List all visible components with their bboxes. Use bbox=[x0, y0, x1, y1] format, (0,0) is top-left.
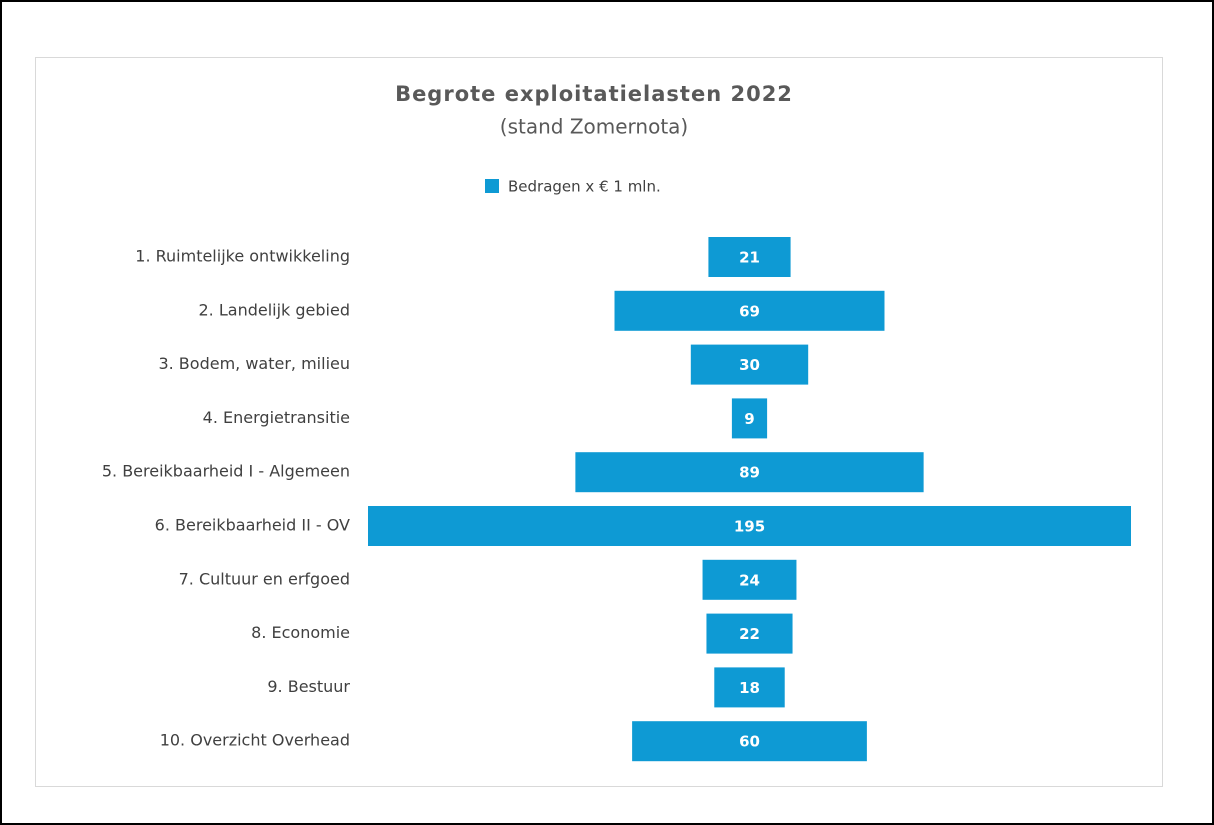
legend-label: Bedragen x € 1 mln. bbox=[508, 178, 661, 196]
bar bbox=[702, 559, 797, 600]
category-label: 3. Bodem, water, milieu bbox=[158, 354, 350, 373]
category-label: 10. Overzicht Overhead bbox=[160, 731, 350, 750]
data-label: 60 bbox=[739, 733, 760, 751]
data-label: 21 bbox=[739, 249, 760, 267]
data-label: 24 bbox=[739, 571, 760, 589]
data-label: 22 bbox=[739, 625, 760, 643]
bar bbox=[714, 667, 785, 708]
category-label: 2. Landelijk gebied bbox=[199, 300, 351, 319]
bar bbox=[614, 290, 885, 331]
bar bbox=[706, 613, 793, 654]
legend-swatch bbox=[485, 179, 499, 193]
bar bbox=[575, 452, 924, 493]
data-label: 9 bbox=[744, 410, 754, 428]
bar bbox=[708, 237, 791, 277]
data-label: 18 bbox=[739, 679, 760, 697]
bar bbox=[731, 398, 768, 439]
category-label: 6. Bereikbaarheid II - OV bbox=[155, 516, 350, 535]
category-label: 8. Economie bbox=[251, 623, 350, 642]
bar bbox=[632, 721, 867, 762]
data-label: 30 bbox=[739, 356, 760, 374]
data-label: 89 bbox=[739, 464, 760, 482]
plot-area: 1. Ruimtelijke ontwikkeling 21 2. Landelij… bbox=[102, 237, 1131, 762]
bar bbox=[690, 344, 809, 385]
category-label: 7. Cultuur en erfgoed bbox=[179, 569, 350, 588]
chart-title: Begrote exploitatielasten 2022 bbox=[395, 82, 793, 106]
category-label: 1. Ruimtelijke ontwikkeling bbox=[135, 247, 350, 266]
category-label: 5. Bereikbaarheid I - Algemeen bbox=[102, 462, 350, 481]
bar bbox=[368, 506, 1131, 546]
data-label: 195 bbox=[734, 518, 765, 536]
chart-subtitle: (stand Zomernota) bbox=[500, 115, 688, 139]
chart-frame bbox=[35, 57, 1163, 787]
category-label: 4. Energietransitie bbox=[203, 408, 350, 427]
category-label: 9. Bestuur bbox=[267, 677, 350, 696]
data-label: 69 bbox=[739, 302, 760, 320]
legend: Bedragen x € 1 mln. bbox=[485, 178, 661, 196]
